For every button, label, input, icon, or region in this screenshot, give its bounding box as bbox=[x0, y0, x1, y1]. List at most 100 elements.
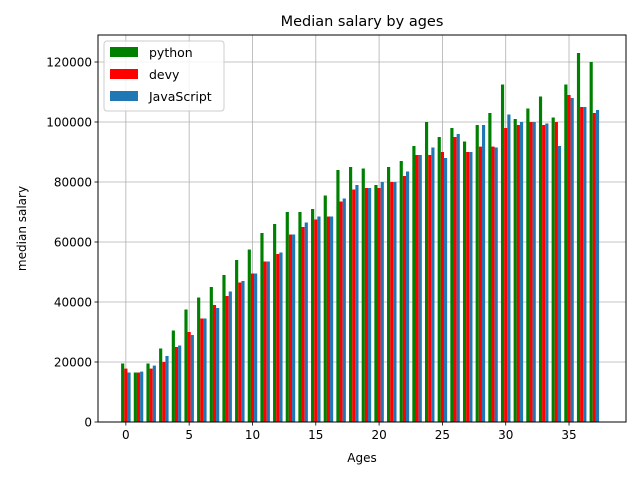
bar-python bbox=[260, 233, 264, 422]
bar-python bbox=[424, 122, 429, 422]
x-tick-label: 0 bbox=[122, 428, 130, 442]
bar-python bbox=[159, 348, 163, 422]
bar-python bbox=[576, 53, 581, 422]
bar-javascript bbox=[393, 182, 397, 422]
bar-python bbox=[412, 146, 416, 422]
bar-python bbox=[298, 212, 302, 422]
legend-label-python: python bbox=[149, 45, 193, 60]
bar-devy bbox=[390, 182, 394, 422]
bar-javascript bbox=[583, 107, 587, 422]
x-tick-label: 5 bbox=[185, 428, 193, 442]
bar-python bbox=[526, 108, 530, 422]
bar-devy bbox=[339, 201, 343, 422]
x-axis-label: Ages bbox=[347, 451, 376, 465]
x-axis-ticks: 0 5 10 15 20 25 30 35 bbox=[122, 422, 577, 442]
x-tick-label: 15 bbox=[308, 428, 323, 442]
bar-javascript bbox=[380, 182, 384, 422]
bar-javascript bbox=[342, 198, 346, 422]
bar-javascript bbox=[443, 158, 448, 422]
bar-devy bbox=[136, 372, 141, 422]
y-tick-label: 0 bbox=[84, 416, 92, 430]
bar-devy bbox=[516, 125, 520, 422]
bar-devy bbox=[504, 128, 508, 422]
bar-python bbox=[399, 161, 403, 422]
bar-python bbox=[475, 125, 479, 422]
bar-javascript bbox=[418, 155, 422, 422]
bar-javascript bbox=[570, 98, 574, 422]
bar-python bbox=[336, 170, 340, 422]
bar-python bbox=[235, 260, 239, 422]
bar-python bbox=[323, 195, 327, 422]
bar-devy bbox=[162, 362, 166, 422]
bar-devy bbox=[149, 368, 153, 422]
bar-python bbox=[437, 137, 441, 422]
bar-javascript bbox=[228, 291, 232, 422]
bar-python bbox=[311, 209, 315, 422]
bar-python bbox=[488, 113, 492, 422]
bar-javascript bbox=[507, 114, 511, 422]
bar-python bbox=[171, 330, 175, 422]
bar-javascript bbox=[317, 216, 321, 422]
bar-python bbox=[513, 119, 517, 422]
bar-python bbox=[184, 309, 188, 422]
x-tick-label: 30 bbox=[498, 428, 513, 442]
bars bbox=[121, 53, 600, 422]
bar-devy bbox=[276, 254, 280, 422]
bar-devy bbox=[326, 216, 331, 422]
bar-devy bbox=[440, 152, 444, 422]
bar-devy bbox=[592, 113, 596, 422]
bar-devy bbox=[491, 146, 495, 422]
bar-devy bbox=[478, 146, 482, 422]
y-tick-label: 100000 bbox=[46, 116, 92, 130]
bar-python bbox=[589, 62, 593, 422]
bar-javascript bbox=[595, 110, 600, 422]
bar-python bbox=[133, 372, 137, 422]
bar-javascript bbox=[152, 365, 156, 422]
bar-javascript bbox=[178, 345, 182, 422]
bar-devy bbox=[314, 219, 318, 422]
bar-javascript bbox=[190, 335, 194, 422]
bar-devy bbox=[453, 137, 457, 422]
bar-python bbox=[500, 84, 505, 422]
bar-javascript bbox=[355, 185, 359, 422]
bar-javascript bbox=[431, 147, 435, 422]
bar-javascript bbox=[545, 123, 549, 422]
bar-python bbox=[349, 167, 353, 422]
bar-devy bbox=[200, 318, 204, 422]
legend: python devy JavaScript bbox=[103, 40, 225, 112]
bar-python bbox=[222, 275, 226, 422]
bar-python bbox=[564, 84, 568, 422]
y-tick-label: 120000 bbox=[46, 56, 92, 70]
bar-javascript bbox=[203, 318, 207, 422]
bar-devy bbox=[428, 155, 432, 422]
bar-devy bbox=[554, 122, 558, 422]
bar-devy bbox=[187, 332, 191, 422]
bar-javascript bbox=[557, 146, 562, 422]
y-tick-label: 80000 bbox=[54, 176, 92, 190]
bar-javascript bbox=[279, 252, 283, 422]
bar-devy bbox=[364, 188, 369, 422]
bar-javascript bbox=[165, 356, 169, 422]
bar-devy bbox=[377, 188, 381, 422]
bar-javascript bbox=[254, 273, 258, 422]
bar-devy bbox=[415, 155, 419, 422]
bar-python bbox=[450, 128, 454, 422]
x-tick-label: 10 bbox=[245, 428, 260, 442]
bar-javascript bbox=[532, 122, 536, 422]
bar-javascript bbox=[368, 188, 372, 422]
bar-python bbox=[285, 212, 289, 422]
y-tick-label: 40000 bbox=[54, 296, 92, 310]
y-tick-label: 60000 bbox=[54, 236, 92, 250]
bar-javascript bbox=[304, 222, 308, 422]
x-tick-label: 25 bbox=[435, 428, 450, 442]
bar-javascript bbox=[494, 147, 498, 422]
bar-devy bbox=[542, 125, 546, 422]
bar-python bbox=[462, 141, 467, 422]
legend-label-devy: devy bbox=[149, 67, 180, 82]
bar-devy bbox=[212, 305, 217, 422]
bar-javascript bbox=[127, 372, 131, 422]
bar-javascript bbox=[469, 152, 473, 422]
bar-devy bbox=[567, 95, 571, 422]
bar-javascript bbox=[519, 122, 524, 422]
